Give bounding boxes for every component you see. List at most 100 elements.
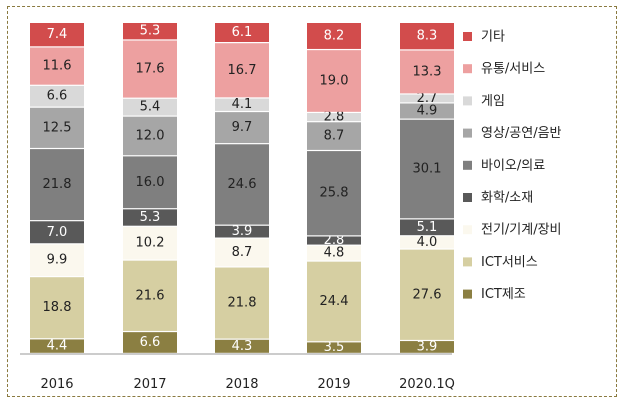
bar-segment-유통-서비스-2017 xyxy=(123,40,177,98)
legend-label-영상-공연-음반: 영상/공연/음반 xyxy=(481,126,562,141)
data-label-영상-공연-음반-2019: 8.7 xyxy=(324,129,345,144)
legend-label-바이오-의료: 바이오/의료 xyxy=(481,158,545,173)
x-axis-ticks: 2016 2017 2018 2019 2020.1Q xyxy=(40,377,454,392)
data-label-영상-공연-음반-2016: 12.5 xyxy=(43,120,72,135)
data-label-ict제조-20201q: 3.9 xyxy=(417,339,438,354)
bar-stack-2017: 6.6 21.6 10.2 5.3 16.0 12.0 5.4 17.6 5.3 xyxy=(123,23,177,353)
bar-segment-전기-기계-장비-2017 xyxy=(123,226,177,260)
bar-segment-ict서비스-2019 xyxy=(307,261,361,342)
data-label-게임-2017: 5.4 xyxy=(140,100,161,115)
bar-segment-ict제조-2018 xyxy=(215,339,269,353)
bar-segment-화학-소재-20201q xyxy=(400,219,454,236)
bar-segment-ict제조-2016 xyxy=(30,339,84,353)
bar-segment-바이오-의료-2018 xyxy=(215,144,269,225)
legend-item-ict제조: ICT제조 xyxy=(463,287,526,302)
bar-segment-게임-2016 xyxy=(30,85,84,107)
data-label-화학-소재-2018: 3.9 xyxy=(232,224,253,239)
bar-segment-유통-서비스-2016 xyxy=(30,47,84,85)
bar-segment-게임-2019 xyxy=(307,113,361,122)
data-label-유통-서비스-2017: 17.6 xyxy=(136,62,165,77)
bar-segment-ict서비스-2017 xyxy=(123,260,177,331)
bar-segment-기타-2018 xyxy=(215,23,269,43)
data-label-전기-기계-장비-2018: 8.7 xyxy=(232,245,253,260)
data-label-ict서비스-2019: 24.4 xyxy=(320,294,349,309)
data-label-ict제조-2017: 6.6 xyxy=(140,335,161,350)
data-label-유통-서비스-2018: 16.7 xyxy=(228,63,257,78)
legend-label-ict서비스: ICT서비스 xyxy=(481,255,538,270)
data-label-ict제조-2018: 4.3 xyxy=(232,339,253,354)
bar-segment-바이오-의료-2019 xyxy=(307,151,361,236)
legend-label-기타: 기타 xyxy=(481,30,505,45)
data-label-기타-2017: 5.3 xyxy=(140,24,161,39)
data-label-전기-기계-장비-2019: 4.8 xyxy=(324,246,345,261)
x-tick-label-2018: 2018 xyxy=(225,377,258,392)
bar-segment-ict서비스-2018 xyxy=(215,267,269,339)
legend-swatch-유통-서비스 xyxy=(463,64,472,74)
bar-segment-전기-기계-장비-20201q xyxy=(400,236,454,249)
x-tick-label-2016: 2016 xyxy=(40,377,73,392)
legend-swatch-기타 xyxy=(463,32,472,41)
legend-item-게임: 게임 xyxy=(463,94,505,109)
legend-swatch-영상-공연-음반 xyxy=(463,128,472,138)
legend-item-영상-공연-음반: 영상/공연/음반 xyxy=(463,126,562,141)
dashed-frame xyxy=(7,6,617,397)
bar-segment-영상-공연-음반-2016 xyxy=(30,107,84,148)
bar-segment-바이오-의료-2016 xyxy=(30,149,84,221)
legend-label-전기-기계-장비: 전기/기계/장비 xyxy=(481,223,562,238)
data-label-영상-공연-음반-2018: 9.7 xyxy=(232,120,253,135)
bar-segment-게임-20201q xyxy=(400,94,454,103)
bar-segment-ict서비스-20201q xyxy=(400,249,454,340)
legend-label-ict제조: ICT제조 xyxy=(481,287,526,302)
data-label-바이오-의료-2019: 25.8 xyxy=(320,186,349,201)
data-label-게임-2019: 2.8 xyxy=(324,110,345,125)
legend-swatch-전기-기계-장비 xyxy=(463,225,472,235)
bar-segment-기타-2019 xyxy=(307,23,361,49)
data-label-바이오-의료-2016: 21.8 xyxy=(43,177,72,192)
bar-segment-ict제조-2019 xyxy=(307,342,361,353)
data-label-ict제조-2016: 4.4 xyxy=(47,339,68,354)
data-label-기타-2016: 7.4 xyxy=(47,27,68,42)
legend-item-기타: 기타 xyxy=(463,30,505,45)
bar-segment-전기-기계-장비-2019 xyxy=(307,245,361,261)
bar-stack-2019: 3.524.44.82.825.88.72.819.08.2 xyxy=(307,23,361,355)
bar-segment-화학-소재-2016 xyxy=(30,221,84,244)
bar-segment-전기-기계-장비-2016 xyxy=(30,244,84,277)
legend-label-게임: 게임 xyxy=(481,94,505,109)
bar-segment-ict제조-2017 xyxy=(123,332,177,353)
legend-item-유통-서비스: 유통/서비스 xyxy=(463,62,545,77)
bar-segment-ict서비스-2016 xyxy=(30,277,84,339)
data-label-화학-소재-2016: 7.0 xyxy=(47,225,68,240)
data-label-전기-기계-장비-20201q: 4.0 xyxy=(417,235,438,250)
bar-segment-화학-소재-2019 xyxy=(307,236,361,245)
bar-stack-20201q: 3.9 27.6 4.05.1 30.1 4.92.7 13.3 8.3 xyxy=(400,23,454,354)
data-label-유통-서비스-2019: 19.0 xyxy=(320,73,349,88)
data-label-영상-공연-음반-2017: 12.0 xyxy=(136,128,165,143)
data-label-화학-소재-20201q: 5.1 xyxy=(417,220,438,235)
bar-segment-바이오-의료-20201q xyxy=(400,119,454,219)
bar-segment-전기-기계-장비-2018 xyxy=(215,238,269,267)
legend-label-유통-서비스: 유통/서비스 xyxy=(481,62,545,77)
bar-stack-2016: 4.4 18.8 9.9 7.0 21.8 12.5 6.6 11.6 7.4 xyxy=(30,23,84,354)
bar-segment-화학-소재-2018 xyxy=(215,225,269,238)
bar-segment-바이오-의료-2017 xyxy=(123,156,177,209)
bar-segment-기타-2016 xyxy=(30,23,84,47)
bar-segment-영상-공연-음반-2017 xyxy=(123,116,177,156)
x-tick-label-20201q: 2020.1Q xyxy=(399,377,455,392)
legend-swatch-화학-소재 xyxy=(463,193,472,202)
data-label-기타-2018: 6.1 xyxy=(232,25,253,40)
data-label-바이오-의료-2017: 16.0 xyxy=(136,175,165,190)
data-label-게임-2016: 6.6 xyxy=(47,89,68,104)
legend-item-화학-소재: 화학/소재 xyxy=(463,191,533,206)
data-label-전기-기계-장비-2016: 9.9 xyxy=(47,253,68,268)
bar-segment-영상-공연-음반-2018 xyxy=(215,112,269,144)
data-label-바이오-의료-20201q: 30.1 xyxy=(413,162,442,177)
bar-segment-화학-소재-2017 xyxy=(123,209,177,226)
data-label-바이오-의료-2018: 24.6 xyxy=(228,177,257,192)
data-label-영상-공연-음반-20201q: 4.9 xyxy=(417,104,438,119)
bar-segment-기타-2017 xyxy=(123,23,177,40)
data-label-전기-기계-장비-2017: 10.2 xyxy=(136,236,165,251)
legend-swatch-ict제조 xyxy=(463,289,472,299)
bar-segment-유통-서비스-20201q xyxy=(400,50,454,94)
